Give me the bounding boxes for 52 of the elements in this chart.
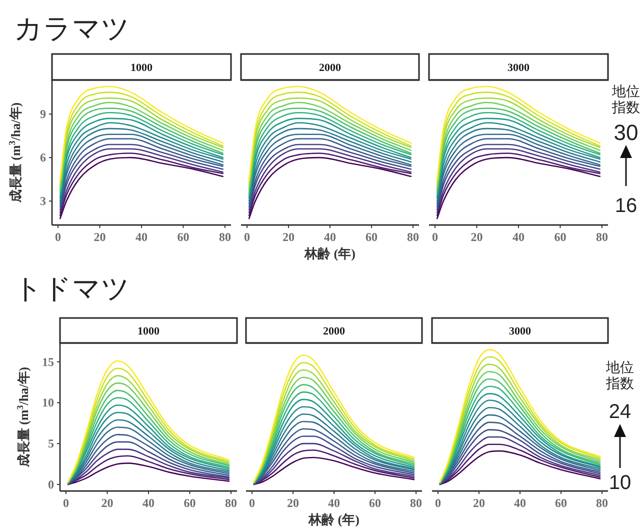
y-tick-label: 5	[48, 436, 54, 451]
x-tick-label: 0	[434, 496, 441, 510]
x-tick-label: 40	[514, 496, 526, 510]
x-tick-label: 0	[248, 496, 255, 510]
x-tick-label: 40	[142, 496, 154, 510]
x-tick-label: 40	[512, 230, 524, 244]
chart-title: 1000	[138, 326, 160, 338]
text: 地位指数	[611, 83, 640, 116]
x-tick-label: 0	[244, 230, 250, 244]
y-tick-label: 6	[40, 150, 46, 165]
x-tick-label: 40	[328, 496, 340, 510]
chart-title: 3000	[509, 326, 532, 338]
x-tick-label: 0	[62, 496, 69, 510]
x-tick-label: 60	[554, 230, 566, 244]
x-tick-label: 60	[369, 496, 382, 510]
annotation: 地位指数	[605, 359, 634, 392]
x-tick-label: 20	[286, 496, 299, 510]
x-tick-label: 60	[177, 230, 190, 244]
x-tick-label: 60	[555, 496, 568, 510]
y-tick-label: 10	[42, 396, 54, 410]
x-tick-label: 20	[470, 230, 483, 244]
x-tick-label: 40	[136, 230, 148, 244]
text: 10	[608, 472, 632, 494]
chart-title: 3000	[508, 62, 530, 74]
x-tick-label: 60	[184, 496, 196, 510]
x-tick-label: 80	[596, 230, 608, 244]
y-tick-label: 0	[48, 477, 54, 492]
x-tick-label: 0	[432, 230, 438, 244]
x-tick-label: 20	[282, 230, 295, 244]
x-tick-label: 80	[596, 496, 608, 510]
x-tick-label: 80	[410, 496, 422, 510]
y-tick-label: 15	[42, 354, 54, 369]
x-axis-title: 林齢 (年)	[308, 512, 360, 527]
y-tick-label: 9	[40, 107, 46, 122]
text: 24	[608, 401, 632, 423]
x-tick-label: 40	[324, 230, 336, 244]
chart-title: 1000	[130, 62, 153, 74]
text: カラマツ	[14, 13, 130, 44]
chart-title: 2000	[319, 62, 342, 74]
chart-title: 2000	[323, 326, 346, 338]
x-tick-label: 20	[94, 230, 106, 244]
text: トドマツ	[14, 273, 130, 304]
text: 16	[614, 195, 638, 217]
x-tick-label: 20	[472, 496, 485, 510]
x-tick-label: 60	[365, 230, 378, 244]
x-tick-label: 20	[101, 496, 114, 510]
x-tick-label: 80	[225, 496, 238, 510]
text: 30	[614, 120, 638, 145]
x-tick-label: 80	[218, 230, 231, 244]
x-axis-title: 林齢 (年)	[304, 246, 356, 261]
y-tick-label: 3	[40, 194, 46, 208]
x-tick-label: 80	[406, 230, 419, 244]
